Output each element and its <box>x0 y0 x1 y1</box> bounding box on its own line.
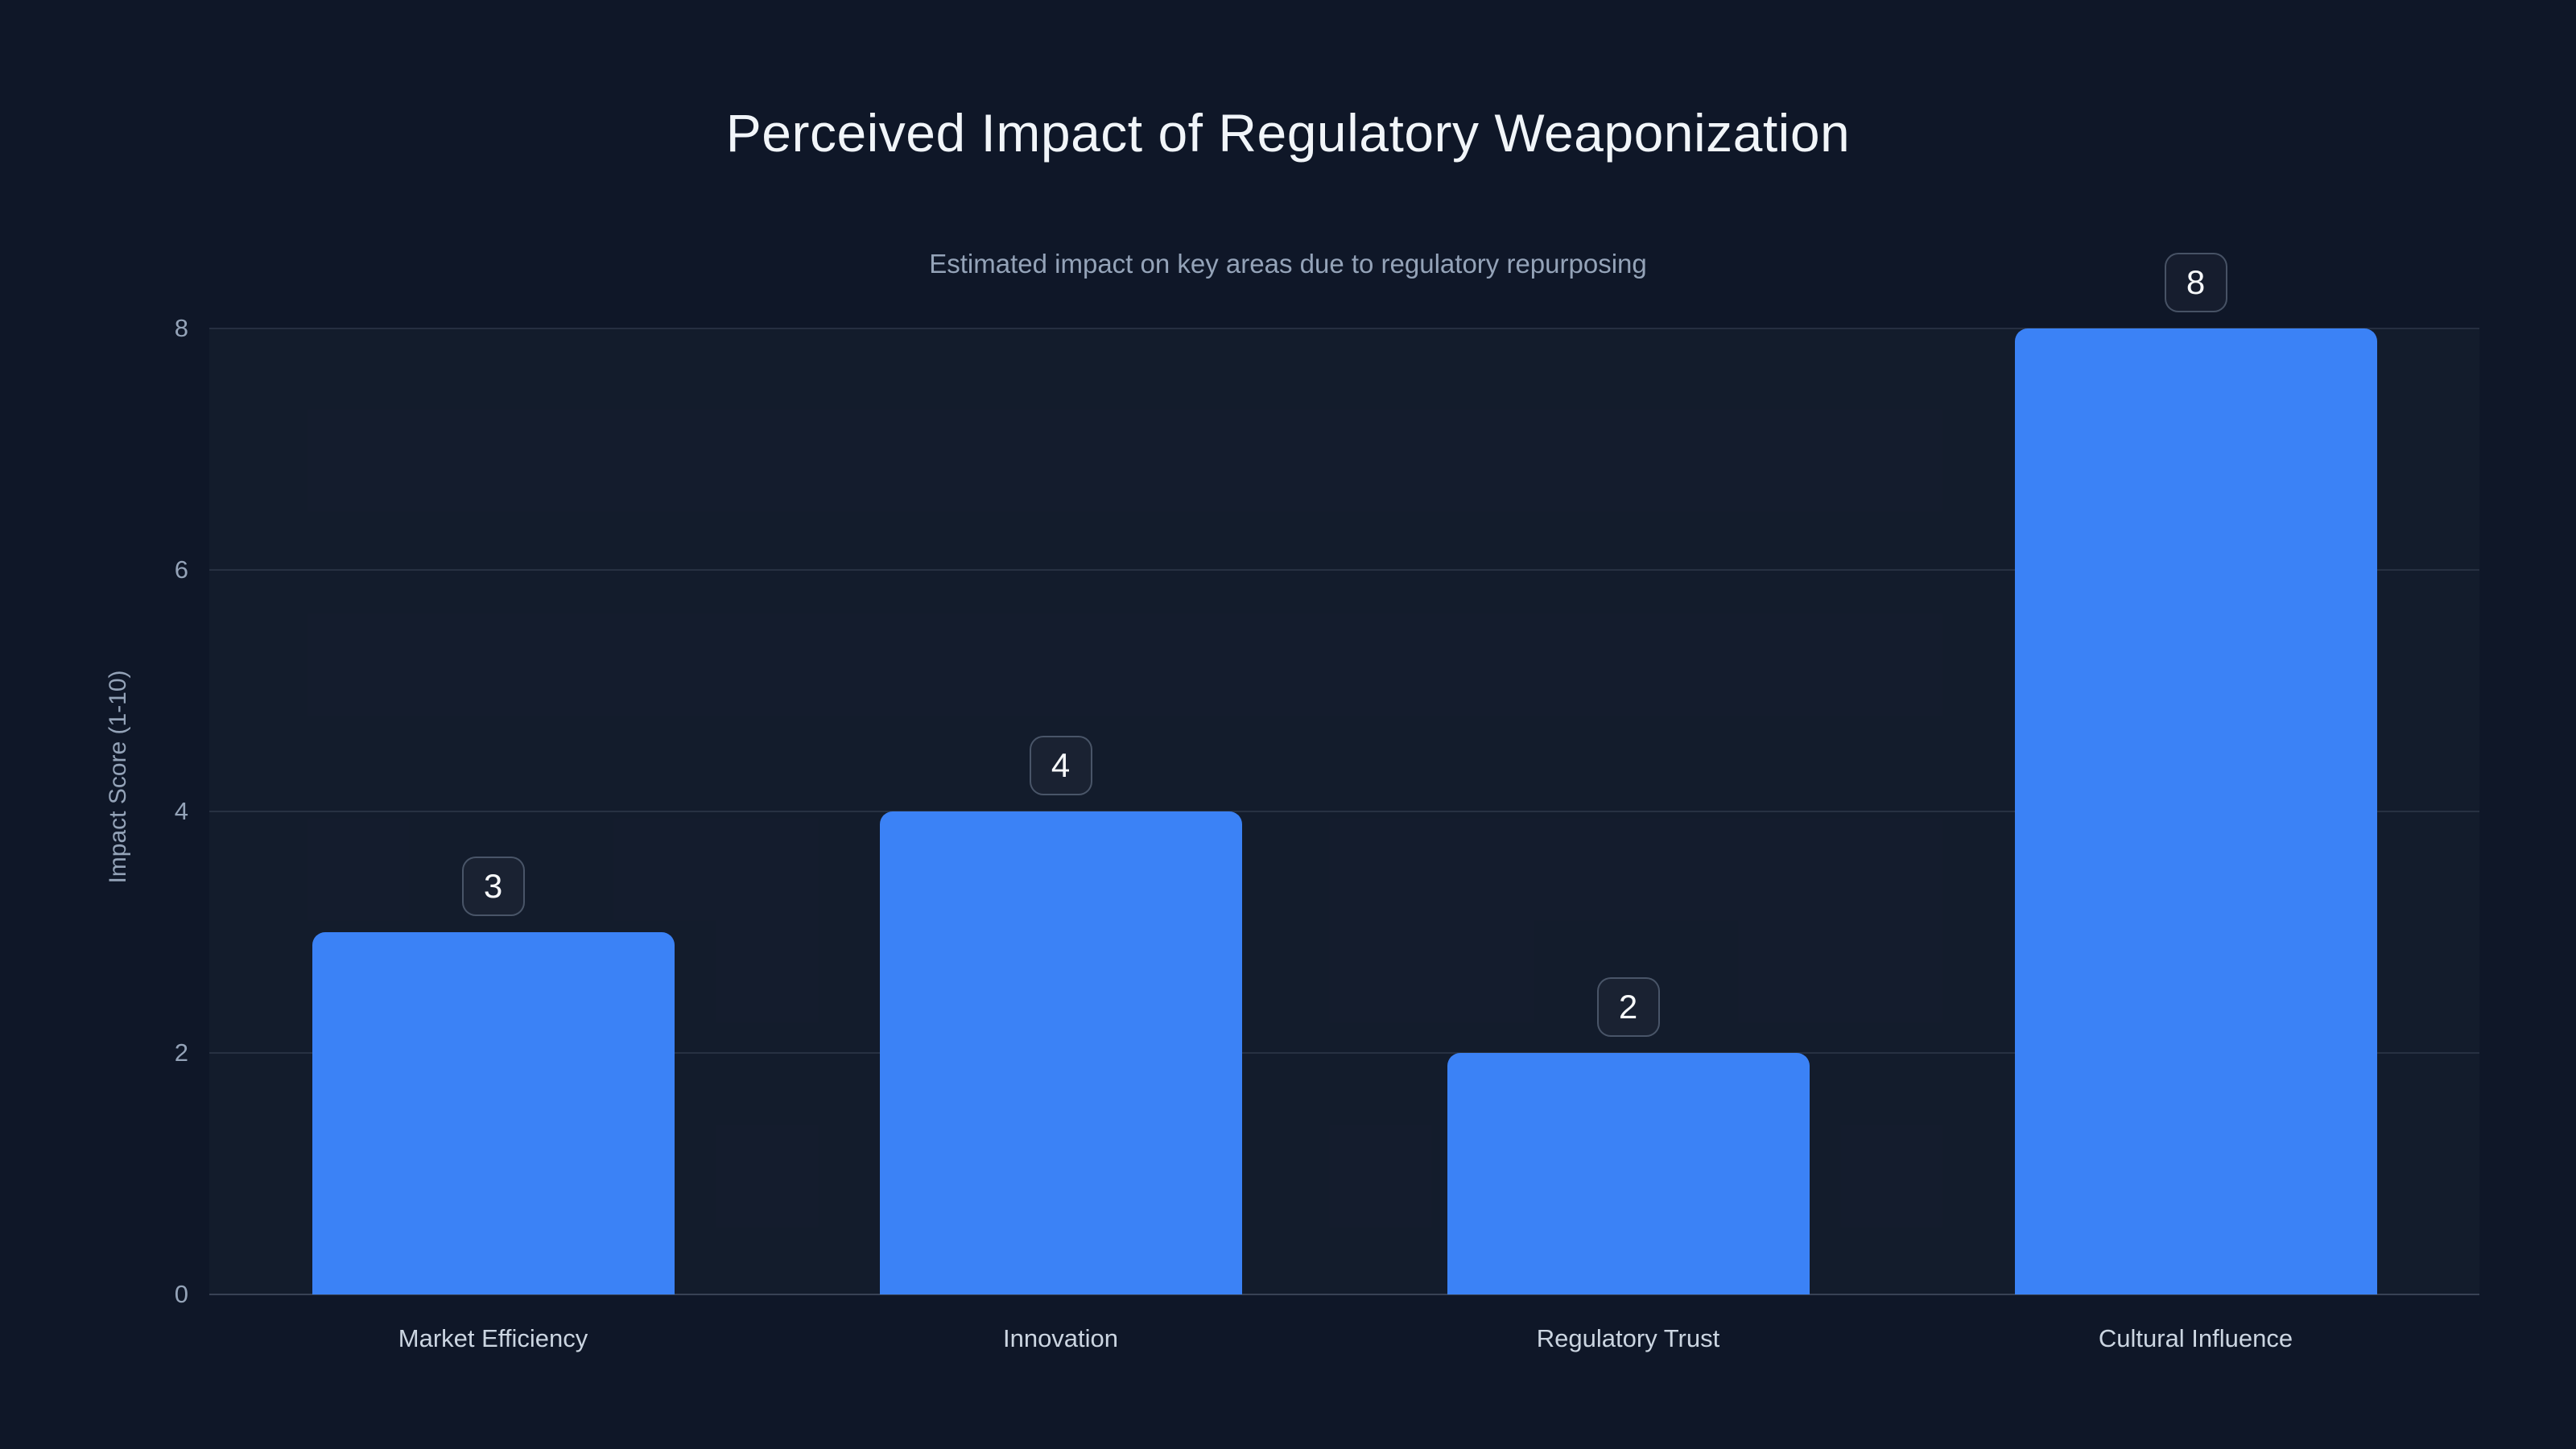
y-tick-label-4: 4 <box>174 797 188 825</box>
y-tick-label-2: 2 <box>174 1038 188 1067</box>
chart-title: Perceived Impact of Regulatory Weaponiza… <box>725 103 1851 163</box>
category-label-regulatory-trust: Regulatory Trust <box>1536 1324 1720 1352</box>
value-badge-cultural-influence: 8 <box>2164 253 2227 312</box>
y-axis-title: Impact Score (1-10) <box>105 670 131 884</box>
gridline-y-4 <box>209 811 2479 812</box>
plot-area: 3 4 2 8 <box>209 253 2479 1295</box>
value-badge-innovation: 4 <box>1029 736 1092 795</box>
category-label-innovation: Innovation <box>1002 1324 1119 1352</box>
gridline-y-6 <box>209 569 2479 571</box>
category-label-market-efficiency: Market Efficiency <box>398 1324 588 1352</box>
bar-cultural-influence[interactable] <box>2014 328 2377 1294</box>
bar-regulatory-trust[interactable] <box>1447 1053 1810 1294</box>
gridline-y-8 <box>209 328 2479 329</box>
x-axis-line <box>209 1294 2479 1295</box>
y-tick-label-6: 6 <box>174 555 188 584</box>
gridline-y-2 <box>209 1052 2479 1054</box>
value-badge-market-efficiency: 3 <box>461 857 525 916</box>
category-label-cultural-influence: Cultural Influence <box>2098 1324 2293 1352</box>
value-badge-regulatory-trust: 2 <box>1596 977 1660 1037</box>
y-tick-label-8: 8 <box>174 314 188 342</box>
chart-subtitle: Estimated impact on key areas due to reg… <box>929 249 1647 279</box>
bar-innovation[interactable] <box>879 811 1242 1294</box>
bar-market-efficiency[interactable] <box>312 932 675 1294</box>
y-tick-label-0: 0 <box>174 1280 188 1308</box>
